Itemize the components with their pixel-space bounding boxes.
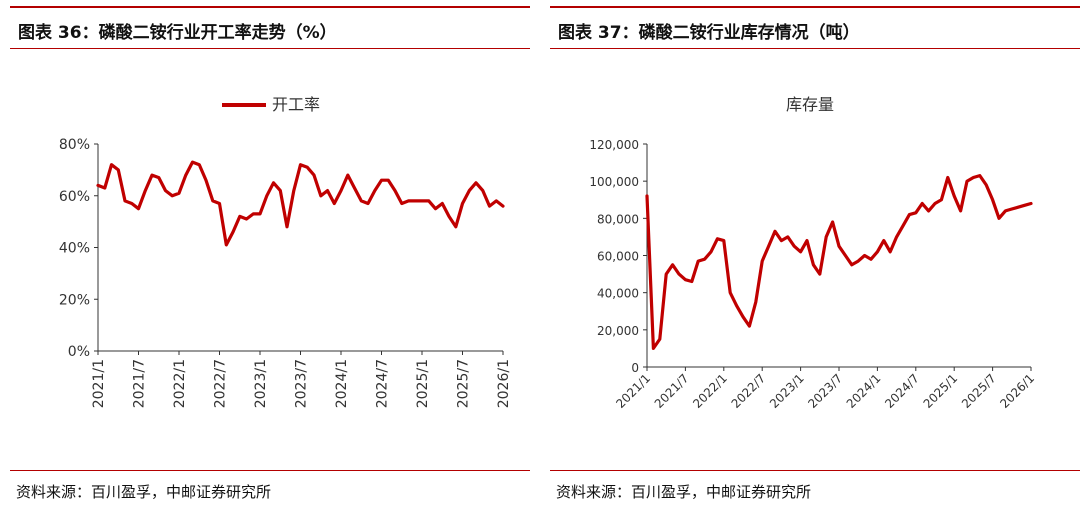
left-x-tick-label: 2024/1 bbox=[334, 359, 350, 408]
right-y-tick-label: 80,000 bbox=[597, 212, 639, 226]
right-x-tick-label: 2023/7 bbox=[805, 371, 845, 411]
right-x-tick-label: 2023/1 bbox=[767, 371, 807, 411]
right-chart-title: 图表 37：磷酸二铵行业库存情况（吨） bbox=[558, 23, 860, 43]
right-y-tick-label: 120,000 bbox=[589, 138, 639, 152]
right-y-tick-label: 20,000 bbox=[597, 324, 639, 338]
left-source-bar: 资料来源：百川盈孚，中邮证券研究所 bbox=[10, 470, 530, 509]
right-x-tick-label: 2022/1 bbox=[690, 371, 730, 411]
left-y-tick-label: 60% bbox=[59, 189, 90, 205]
left-chart-title-bar: 图表 36：磷酸二铵行业开工率走势（%） bbox=[10, 6, 530, 49]
left-x-tick-label: 2023/1 bbox=[253, 359, 269, 408]
left-y-tick-label: 40% bbox=[59, 241, 90, 257]
right-chart-title-bar: 图表 37：磷酸二铵行业库存情况（吨） bbox=[550, 6, 1080, 49]
right-y-tick-label: 60,000 bbox=[597, 250, 639, 264]
right-x-tick-label: 2022/7 bbox=[729, 371, 769, 411]
left-x-tick-label: 2026/1 bbox=[496, 359, 512, 408]
right-y-tick-label: 0 bbox=[631, 361, 639, 375]
left-series-line bbox=[96, 160, 505, 247]
right-x-tick-label: 2021/7 bbox=[652, 371, 692, 411]
left-chart-title: 图表 36：磷酸二铵行业开工率走势（%） bbox=[18, 23, 337, 43]
right-x-tick-label: 2025/1 bbox=[921, 371, 961, 411]
right-y-tick-label: 40,000 bbox=[597, 287, 639, 301]
right-chart-title: 库存量 bbox=[786, 95, 834, 114]
left-x-tick-label: 2022/7 bbox=[213, 359, 229, 408]
right-series-line bbox=[645, 173, 1033, 350]
right-x-tick-label: 2026/1 bbox=[997, 371, 1037, 411]
right-source-text: 资料来源：百川盈孚，中邮证券研究所 bbox=[556, 483, 812, 501]
right-y-tick-label: 100,000 bbox=[589, 175, 639, 189]
left-y-tick-label: 0% bbox=[68, 344, 90, 360]
left-x-tick-label: 2021/7 bbox=[132, 359, 148, 408]
right-x-tick-label: 2024/7 bbox=[882, 371, 922, 411]
left-legend-label: 开工率 bbox=[272, 95, 320, 114]
left-y-tick-label: 80% bbox=[59, 137, 90, 153]
left-x-tick-label: 2021/1 bbox=[91, 359, 107, 408]
right-x-tick-label: 2025/7 bbox=[959, 371, 999, 411]
operating-rate-chart: 开工率 0% 20% 40% 60% 80% 2021/1 2021/7 2022/1 2022/… bbox=[59, 95, 512, 408]
right-source-bar: 资料来源：百川盈孚，中邮证券研究所 bbox=[550, 470, 1080, 509]
left-x-tick-label: 2023/7 bbox=[294, 359, 310, 408]
right-x-tick-label: 2024/1 bbox=[844, 371, 884, 411]
left-y-tick-label: 20% bbox=[59, 292, 90, 308]
left-x-tick-label: 2022/1 bbox=[172, 359, 188, 408]
left-source-text: 资料来源：百川盈孚，中邮证券研究所 bbox=[16, 483, 272, 501]
right-chart-panel: 图表 37：磷酸二铵行业库存情况（吨） 库存量 0 20,000 40,000 60,0… bbox=[540, 0, 1080, 513]
left-x-tick-label: 2025/7 bbox=[456, 359, 472, 408]
left-x-tick-label: 2024/7 bbox=[375, 359, 391, 408]
left-x-tick-label: 2025/1 bbox=[415, 359, 431, 408]
left-chart-panel: 图表 36：磷酸二铵行业开工率走势（%） 开工率 0% 20% 40% 60% 80% 20… bbox=[0, 0, 530, 513]
inventory-chart: 库存量 0 20,000 40,000 60,000 80,000 100,000 120,0… bbox=[589, 95, 1037, 411]
right-x-tick-label: 2021/1 bbox=[613, 371, 653, 411]
